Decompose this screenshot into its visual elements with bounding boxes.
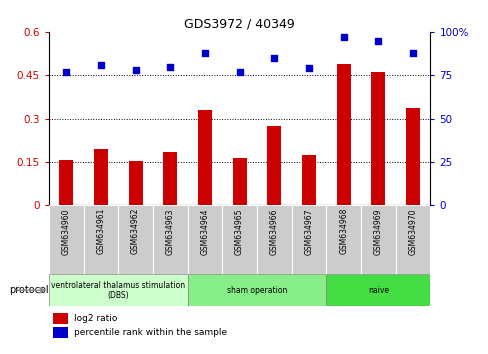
Point <box>166 64 174 69</box>
Bar <box>232 158 246 205</box>
Bar <box>336 64 350 205</box>
Text: protocol: protocol <box>9 285 49 295</box>
Bar <box>49 274 187 306</box>
Bar <box>118 205 153 274</box>
Bar <box>128 160 142 205</box>
Text: GSM634969: GSM634969 <box>373 208 382 255</box>
Bar <box>53 327 68 338</box>
Point <box>97 62 104 68</box>
Point <box>305 65 312 71</box>
Text: sham operation: sham operation <box>226 286 286 295</box>
Point <box>339 34 347 40</box>
Bar <box>53 313 68 324</box>
Bar <box>187 274 325 306</box>
Point <box>62 69 70 75</box>
Text: GSM634965: GSM634965 <box>235 208 244 255</box>
Bar <box>163 152 177 205</box>
Bar <box>153 205 187 274</box>
Bar <box>83 205 118 274</box>
Bar <box>302 155 315 205</box>
Text: naive: naive <box>367 286 388 295</box>
Bar <box>325 274 429 306</box>
Bar <box>395 205 429 274</box>
Text: GSM634970: GSM634970 <box>407 208 417 255</box>
Text: GSM634961: GSM634961 <box>96 208 105 255</box>
Text: GSM634962: GSM634962 <box>131 208 140 255</box>
Text: GSM634968: GSM634968 <box>339 208 347 255</box>
Text: GSM634964: GSM634964 <box>200 208 209 255</box>
Text: percentile rank within the sample: percentile rank within the sample <box>74 328 226 337</box>
Bar <box>256 205 291 274</box>
Text: GSM634967: GSM634967 <box>304 208 313 255</box>
Bar <box>267 126 281 205</box>
Bar <box>291 205 325 274</box>
Bar <box>370 72 385 205</box>
Bar <box>59 160 73 205</box>
Bar <box>222 205 256 274</box>
Text: GSM634966: GSM634966 <box>269 208 278 255</box>
Point <box>270 55 278 61</box>
Point <box>201 50 208 56</box>
Point <box>131 67 139 73</box>
Bar <box>360 205 395 274</box>
Text: ventrolateral thalamus stimulation
(DBS): ventrolateral thalamus stimulation (DBS) <box>51 281 185 300</box>
Point <box>374 38 382 44</box>
Bar <box>405 108 419 205</box>
Title: GDS3972 / 40349: GDS3972 / 40349 <box>184 18 294 31</box>
Bar <box>94 149 108 205</box>
Bar <box>187 205 222 274</box>
Bar <box>198 110 211 205</box>
Text: GSM634963: GSM634963 <box>165 208 174 255</box>
Text: log2 ratio: log2 ratio <box>74 314 117 323</box>
Text: GSM634960: GSM634960 <box>61 208 71 255</box>
Bar <box>49 205 83 274</box>
Point <box>235 69 243 75</box>
Point <box>408 50 416 56</box>
Bar <box>325 205 360 274</box>
